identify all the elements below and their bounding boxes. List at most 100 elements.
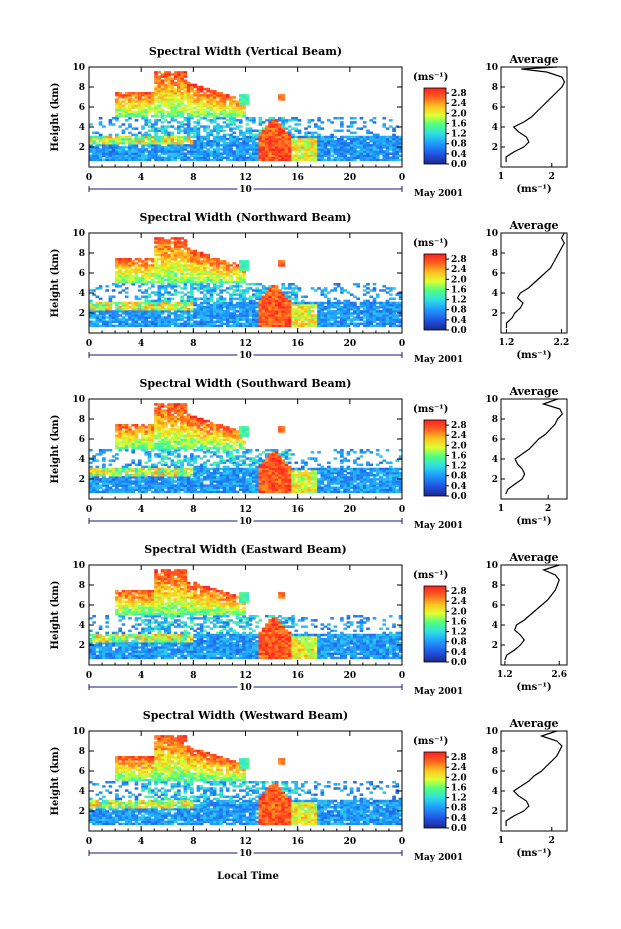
heatmap-cell [137, 482, 142, 485]
heatmap-cell [225, 123, 230, 126]
heatmap-cell [252, 129, 256, 132]
heatmap-cell [118, 158, 122, 162]
heatmap-cell [170, 403, 175, 406]
heatmap-cell [255, 137, 259, 141]
heatmap-cell [128, 324, 132, 328]
heatmap-cell [268, 303, 272, 307]
heatmap-cell [375, 142, 380, 145]
heatmap-cell [157, 264, 162, 267]
heatmap-cell [160, 81, 165, 85]
heatmap-cell [177, 73, 181, 76]
heatmap-cell [157, 142, 162, 145]
heatmap-cell [225, 125, 230, 128]
y-tick-label: 8 [79, 83, 85, 93]
heatmap-cell [340, 154, 344, 157]
heatmap-cell [281, 305, 286, 309]
heatmap-cell [369, 150, 374, 153]
heatmap-cell [222, 289, 227, 292]
heatmap-cell [134, 476, 139, 479]
heatmap-cell [183, 253, 188, 257]
heatmap-cell [366, 135, 370, 139]
heatmap-cell [199, 108, 204, 112]
heatmap-cell [206, 291, 211, 294]
heatmap-cell [196, 158, 201, 162]
heatmap-cell [108, 469, 113, 473]
heatmap-cell [385, 303, 390, 307]
heatmap-cell [108, 152, 113, 155]
heatmap-cell [121, 270, 126, 273]
heatmap-cell [369, 152, 374, 155]
heatmap-cell [323, 152, 328, 155]
heatmap-cell [141, 260, 145, 263]
heatmap-cell [144, 440, 149, 444]
heatmap-cell [121, 308, 126, 311]
heatmap-cell [398, 293, 403, 296]
heatmap-cell [212, 92, 217, 95]
heatmap-cell [150, 467, 155, 471]
heatmap-cell [144, 299, 149, 303]
heatmap-cell [190, 264, 194, 267]
heatmap-cell [193, 139, 197, 143]
heatmap-cell [242, 322, 246, 326]
heatmap-cell [340, 316, 344, 319]
heatmap-cell [137, 438, 142, 442]
heatmap-cell [343, 154, 347, 157]
heatmap-cell [180, 316, 184, 319]
heatmap-cell [206, 272, 211, 276]
heatmap-cell [216, 264, 220, 267]
heatmap-cell [144, 119, 149, 122]
heatmap-cell [131, 110, 136, 114]
heatmap-cell [157, 129, 162, 132]
heatmap-cell [248, 297, 253, 301]
average-x-tick-label: 1.2 [499, 338, 515, 348]
heatmap-cell [124, 310, 129, 313]
heatmap-cell [183, 301, 188, 305]
heatmap-cell [173, 488, 178, 492]
heatmap-cell [284, 295, 289, 298]
heatmap-cell [180, 434, 184, 437]
heatmap-cell [372, 135, 377, 139]
heatmap-cell [278, 98, 282, 101]
heatmap-cell [203, 301, 207, 305]
heatmap-cell [173, 324, 178, 328]
heatmap-cell [160, 249, 165, 253]
heatmap-cell [190, 438, 194, 442]
heatmap-cell [173, 301, 178, 305]
heatmap-cell [193, 94, 197, 97]
heatmap-cell [160, 421, 165, 425]
heatmap-cell [163, 249, 168, 253]
heatmap-cell [137, 280, 142, 284]
heatmap-cell [89, 474, 93, 477]
heatmap-cell [190, 490, 194, 494]
heatmap-cell [278, 150, 282, 153]
heatmap-cell [134, 266, 139, 269]
heatmap-cell [252, 310, 256, 313]
heatmap-cell [124, 291, 129, 294]
heatmap-cell [330, 303, 334, 307]
heatmap-cell [183, 154, 188, 157]
heatmap-cell [131, 158, 136, 162]
heatmap-cell [278, 152, 282, 155]
heatmap-cell [340, 289, 344, 292]
heatmap-cell [124, 92, 129, 95]
heatmap-cell [147, 310, 152, 313]
heatmap-cell [186, 150, 191, 153]
heatmap-cell [278, 310, 282, 313]
heatmap-cell [147, 150, 152, 153]
heatmap-cell [382, 310, 387, 313]
heatmap-cell [144, 453, 149, 456]
heatmap-cell [147, 476, 152, 479]
heatmap-cell [196, 112, 201, 116]
heatmap-cell [271, 125, 276, 128]
heatmap-cell [248, 152, 253, 155]
heatmap-cell [291, 293, 295, 296]
heatmap-cell [278, 125, 282, 128]
heatmap-cell [268, 148, 272, 151]
heatmap-cell [190, 299, 194, 303]
heatmap-cell [379, 312, 383, 315]
heatmap-cell [235, 102, 240, 105]
heatmap-cell [271, 139, 276, 143]
heatmap-cell [128, 152, 132, 155]
heatmap-cell [281, 264, 286, 267]
heatmap-cell [118, 426, 122, 429]
